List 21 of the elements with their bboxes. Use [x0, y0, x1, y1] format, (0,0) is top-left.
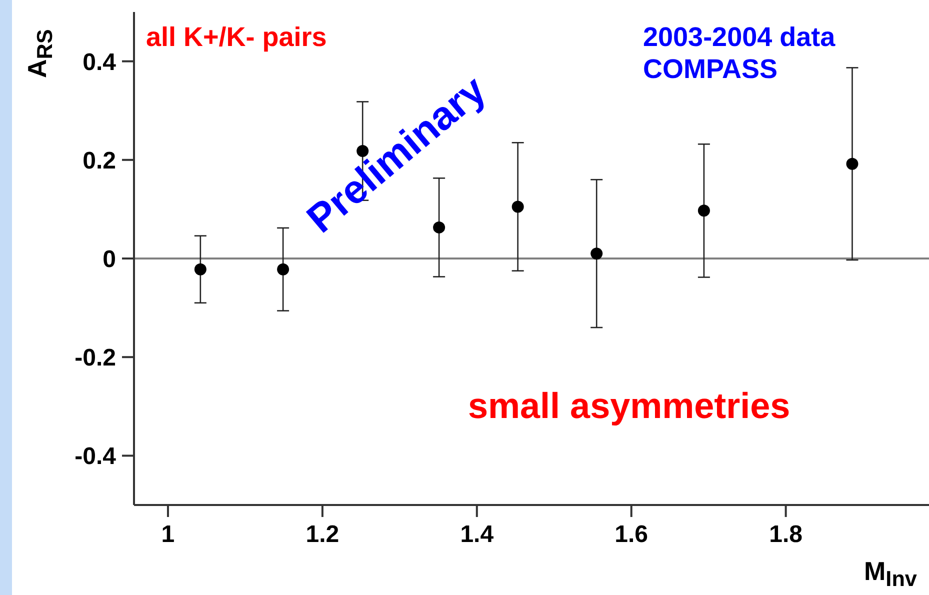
- annotation: small asymmetries: [468, 385, 790, 426]
- y-tick-label: 0.4: [82, 48, 117, 76]
- point: [590, 248, 603, 260]
- x-tick-label: 1.2: [306, 521, 340, 548]
- x-tick-label: 1.4: [460, 521, 494, 548]
- x-axis-title: M$_{Inv}$: [864, 556, 917, 592]
- annotation: 2003-2004 data: [643, 22, 836, 52]
- point: [846, 158, 858, 170]
- y-tick-label: -0.2: [74, 344, 116, 372]
- point: [277, 263, 290, 276]
- x-tick-label: 1.8: [769, 521, 802, 548]
- annotation: all K+/K- pairs: [146, 22, 327, 52]
- annotation: COMPASS: [643, 54, 778, 84]
- y-tick-label: 0.2: [82, 147, 116, 174]
- y-tick-label: 0: [102, 246, 116, 274]
- point: [698, 204, 710, 217]
- x-tick-label: 1: [161, 521, 175, 548]
- x-tick-label: 1.6: [614, 521, 648, 548]
- point: [512, 200, 524, 213]
- point: [194, 263, 206, 276]
- y-tick-label: -0.4: [74, 443, 117, 470]
